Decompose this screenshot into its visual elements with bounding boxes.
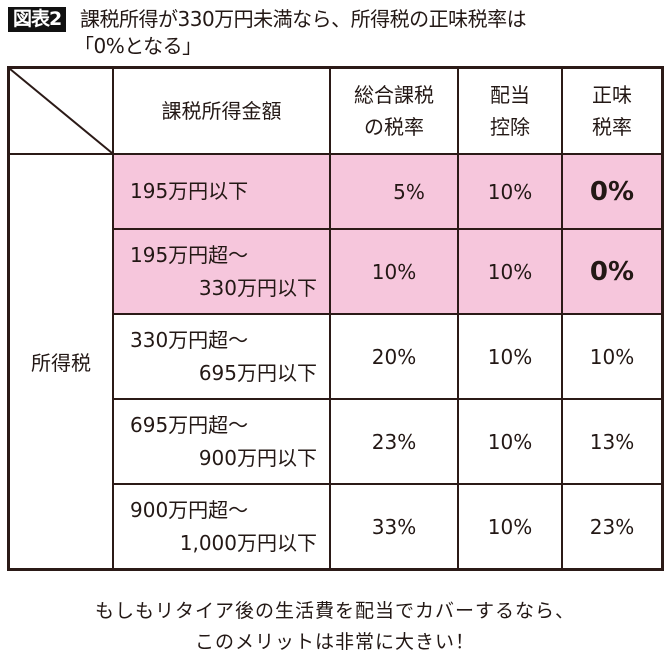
- row-3-range: 695万円超～ 900万円以下: [114, 400, 331, 485]
- row-3-dividend-deduction: 10%: [459, 400, 563, 485]
- row-1-comprehensive-rate: 10%: [331, 230, 459, 315]
- header-income: 課税所得金額: [114, 69, 331, 155]
- row-4-comprehensive-rate: 33%: [331, 485, 459, 568]
- header-dividend-deduction: 配当 控除: [459, 69, 563, 155]
- header-comprehensive-rate: 総合課税 の税率: [331, 69, 459, 155]
- row-4-net-rate: 23%: [589, 514, 635, 539]
- caption-line-2: このメリットは非常に大きい！: [194, 631, 475, 653]
- row-2-net-rate: 10%: [563, 315, 661, 400]
- title-line-2: 「0%となる」: [74, 34, 202, 58]
- row-2-range: 330万円超～ 695万円以下: [114, 315, 331, 400]
- row-1-net-rate: 0%: [563, 230, 661, 315]
- diagonal-line-icon: [10, 69, 113, 154]
- row-1-dividend-deduction: 10%: [459, 230, 563, 315]
- row-2-dividend-deduction: 10%: [459, 315, 563, 400]
- row-0-dividend-deduction: 10%: [459, 155, 563, 230]
- tax-rate-table: 課税所得金額 総合課税 の税率 配当 控除 正味 税率 所得税 195万円以下 5% …: [7, 66, 664, 571]
- row-3-comprehensive-rate: 23%: [331, 400, 459, 485]
- row-2-comprehensive-rate: 20%: [331, 315, 459, 400]
- row-4-range: 900万円超～ 1,000万円以下: [114, 485, 331, 568]
- row-1-range: 195万円超～ 330万円以下: [114, 230, 331, 315]
- row-0-range: 195万円以下: [114, 155, 331, 230]
- title-line-1: 課税所得が330万円未満なら、所得税の正味税率は: [80, 7, 527, 31]
- row-4-dividend-deduction: 10%: [459, 485, 563, 568]
- row-3-net-rate: 13%: [563, 400, 661, 485]
- row-0-comprehensive-rate: 5%: [331, 155, 459, 230]
- header-net-rate: 正味 税率: [563, 69, 661, 155]
- figure-label-badge: 図表2: [8, 7, 67, 32]
- row-0-net-rate: 0%: [563, 155, 661, 230]
- row-group-income-tax: 所得税: [10, 155, 114, 568]
- caption-line-1: もしもリタイア後の生活費を配当でカバーするなら、: [94, 600, 575, 622]
- corner-cell: [10, 69, 114, 155]
